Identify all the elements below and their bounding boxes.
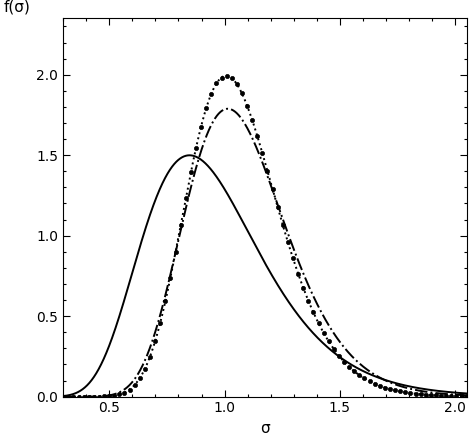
X-axis label: σ: σ <box>260 421 270 436</box>
Y-axis label: f(σ): f(σ) <box>4 0 31 15</box>
